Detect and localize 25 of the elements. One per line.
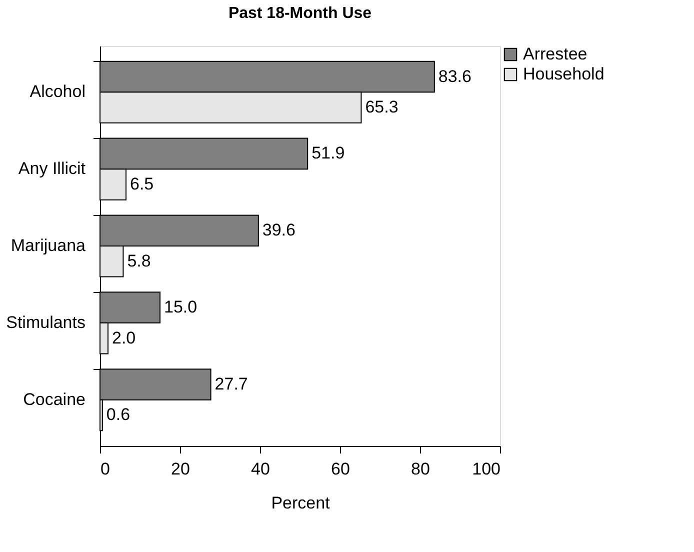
legend-label: Household	[523, 64, 604, 84]
x-tick-label: 0	[100, 460, 110, 478]
data-label: 15.0	[164, 298, 198, 317]
data-label: 0.6	[106, 405, 130, 424]
data-label: 27.7	[214, 374, 248, 394]
x-tick-label: 80	[411, 460, 430, 478]
x-tick-label: 100	[472, 460, 500, 478]
y-tick-label: Alcohol	[30, 82, 86, 102]
chart-title: Past 18-Month Use	[228, 5, 372, 22]
data-label: 5.8	[127, 251, 151, 270]
data-label: 39.6	[262, 220, 296, 240]
y-tick-label: Stimulants	[6, 312, 86, 332]
data-label: 65.3	[365, 98, 398, 117]
data-label: 83.6	[438, 66, 472, 86]
legend-label: Arrestee	[523, 44, 588, 64]
x-tick-label: 60	[331, 460, 350, 478]
data-label: 51.9	[312, 144, 345, 163]
y-tick-label: Marijuana	[10, 236, 86, 255]
y-tick-label: Cocaine	[23, 390, 86, 409]
y-tick-label: Any Illicit	[18, 159, 86, 178]
x-tick-label: 20	[171, 460, 190, 478]
data-label: 6.5	[130, 174, 154, 194]
data-label: 2.0	[112, 328, 136, 348]
x-axis-title: Percent	[271, 494, 330, 512]
x-tick-label: 40	[251, 460, 270, 478]
